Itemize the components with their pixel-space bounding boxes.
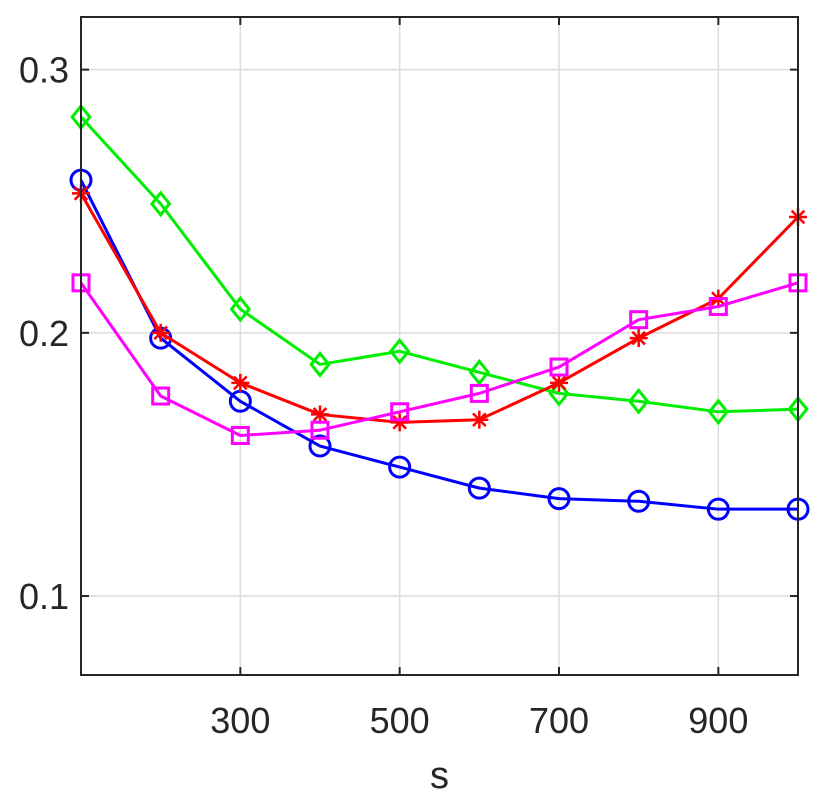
data-point-square [390, 402, 410, 422]
asterisk-stroke [153, 325, 168, 341]
data-point-square [230, 425, 250, 445]
asterisk-stroke [312, 407, 328, 422]
tick-labels: 300 500 700 900 0.1 0.2 0.3 [19, 50, 748, 741]
plot-frame [80, 16, 799, 676]
data-point-square [629, 310, 649, 330]
data-point-circle [706, 497, 730, 521]
data-point-asterisk [629, 329, 648, 348]
data-point-diamond [627, 387, 650, 415]
data-point-asterisk [151, 323, 170, 342]
data-point-asterisk [311, 405, 329, 424]
grid-lines [81, 17, 798, 675]
data-point-asterisk [550, 373, 568, 392]
data-point-circle [547, 487, 571, 511]
data-point-asterisk [390, 413, 409, 432]
asterisk-stroke [392, 415, 407, 430]
data-point-diamond [707, 398, 730, 426]
series-line [79, 179, 798, 511]
data-point-diamond [149, 190, 172, 218]
x-tick-label: 900 [688, 700, 748, 741]
data-point-asterisk [470, 410, 489, 429]
series-line [79, 192, 800, 424]
data-point-square [708, 297, 728, 317]
asterisk-stroke [551, 375, 567, 391]
series-line [79, 116, 799, 414]
data-point-circle [388, 455, 412, 479]
y-tick-label: 0.1 [19, 576, 69, 617]
x-axis-label: s [430, 755, 449, 797]
data-point-asterisk [231, 373, 250, 392]
series-diamond [70, 103, 809, 426]
data-point-circle [627, 489, 651, 513]
data-point-square [549, 357, 569, 377]
x-tick-label: 700 [529, 700, 589, 741]
data-point-diamond [548, 379, 570, 407]
data-point-square [469, 383, 489, 403]
y-tick-label: 0.2 [19, 313, 69, 354]
series-asterisk [72, 184, 807, 432]
asterisk-stroke [233, 375, 248, 391]
x-tick-label: 300 [210, 700, 270, 741]
data-point-diamond [388, 337, 411, 365]
data-point-diamond [229, 295, 252, 323]
tick-marks [81, 17, 798, 675]
series-line [79, 281, 799, 437]
x-tick-label: 500 [370, 700, 430, 741]
data-point-square [151, 386, 171, 406]
asterisk-stroke [631, 330, 646, 346]
series-group [69, 103, 810, 521]
data-point-circle [467, 476, 491, 500]
data-point-diamond [309, 351, 331, 378]
series-square [71, 273, 808, 445]
asterisk-stroke [472, 412, 487, 427]
data-point-circle [308, 434, 332, 458]
y-tick-label: 0.3 [19, 50, 69, 91]
data-point-square [310, 420, 330, 440]
data-point-diamond [468, 358, 491, 386]
